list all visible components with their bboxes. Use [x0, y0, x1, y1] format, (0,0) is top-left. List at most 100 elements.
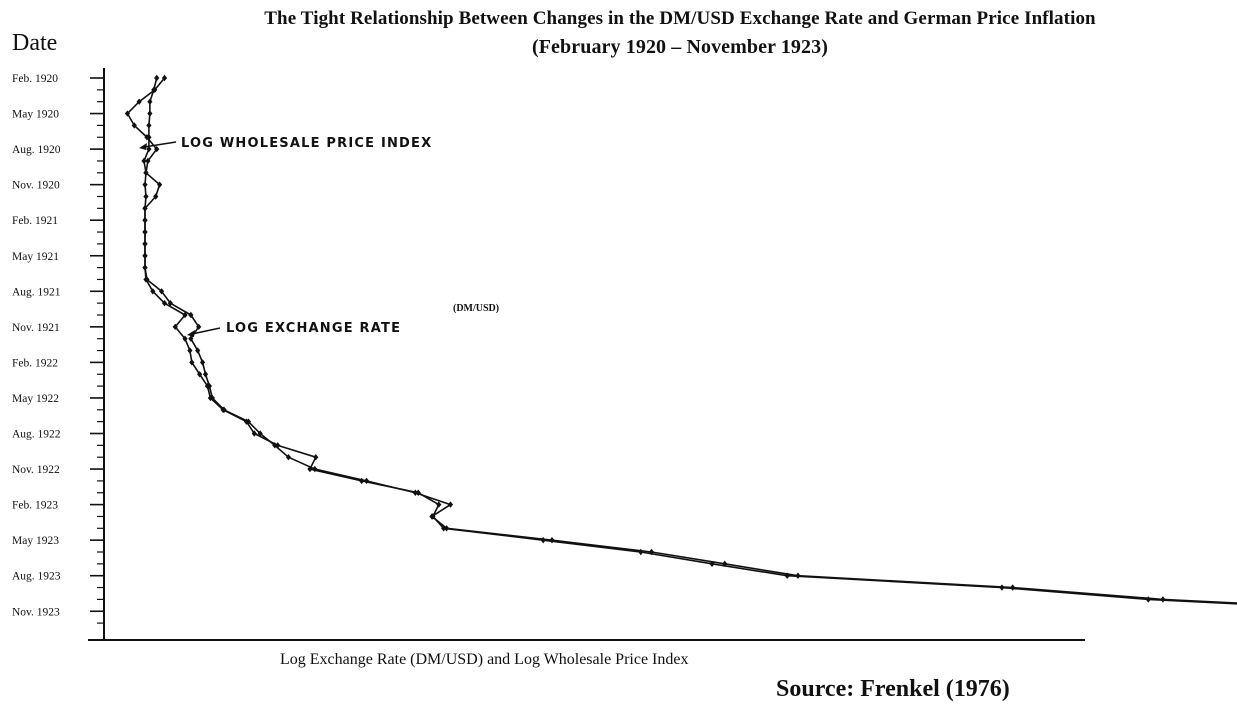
data-point-exchange_rate: [142, 264, 148, 271]
exchange-unit-label: (DM/USD): [453, 303, 499, 314]
data-point-wpi: [146, 145, 152, 153]
y-tick-label: Aug. 1923: [12, 571, 61, 583]
y-tick-label: Feb. 1921: [12, 215, 58, 227]
data-point-exchange_rate: [202, 371, 209, 378]
data-point-exchange_rate: [312, 465, 318, 473]
data-point-wpi: [307, 465, 313, 473]
data-point-exchange_rate: [136, 98, 142, 105]
data-point-exchange_rate: [196, 323, 202, 331]
chart-axes: [88, 68, 1085, 641]
data-point-wpi: [147, 110, 153, 117]
data-point-wpi: [161, 299, 168, 307]
y-tick-label: Aug. 1921: [12, 286, 61, 298]
wpi-arrow: [143, 141, 177, 148]
data-point-exchange_rate: [363, 477, 370, 485]
y-tick-label: May 1922: [12, 393, 59, 405]
data-point-exchange_rate: [158, 288, 165, 295]
data-point-wpi: [182, 335, 188, 342]
data-point-wpi: [441, 525, 447, 532]
data-point-exchange_rate: [142, 228, 148, 236]
data-point-exchange_rate: [549, 536, 555, 544]
data-point-exchange_rate: [443, 525, 450, 532]
data-point-exchange_rate: [257, 430, 263, 437]
data-point-wpi: [141, 157, 147, 165]
data-point-exchange_rate: [209, 394, 215, 402]
data-point-exchange_rate: [447, 501, 454, 508]
data-point-exchange_rate: [429, 513, 435, 520]
data-point-exchange_rate: [1010, 584, 1016, 591]
x-axis-label: Log Exchange Rate (DM/USD) and Log Whole…: [280, 651, 689, 668]
data-point-exchange_rate: [188, 335, 194, 342]
y-axis-label: Date: [12, 30, 58, 56]
data-point-exchange_rate: [152, 86, 158, 94]
data-point-wpi: [142, 181, 148, 188]
data-point-exchange_rate: [124, 110, 131, 117]
data-point-wpi: [189, 359, 195, 366]
data-point-exchange_rate: [1160, 596, 1166, 603]
data-point-exchange_rate: [142, 217, 148, 224]
exchange-arrowhead: [187, 330, 195, 337]
data-point-exchange_rate: [142, 252, 148, 259]
y-tick-label: Feb. 1920: [12, 73, 58, 85]
data-point-exchange_rate: [161, 74, 168, 82]
data-point-wpi: [784, 572, 790, 579]
y-tick-label: Feb. 1923: [12, 500, 58, 512]
data-point-exchange_rate: [648, 548, 655, 556]
series-line-wpi: [143, 77, 1237, 605]
y-tick-label: Feb. 1922: [12, 357, 58, 369]
data-point-wpi: [436, 501, 442, 508]
data-point-wpi: [197, 371, 203, 378]
data-point-wpi: [415, 489, 421, 496]
data-point-exchange_rate: [142, 205, 148, 212]
y-ticks: Feb. 1920 May 1920 Aug. 1920 Nov. 1920 Feb. …: [12, 73, 104, 624]
wpi-arrowhead: [139, 143, 147, 150]
data-point-wpi: [251, 430, 257, 437]
data-point-exchange_rate: [145, 157, 151, 165]
data-point-exchange_rate: [153, 193, 159, 200]
source-note: Source: Frenkel (1976): [776, 676, 1010, 702]
data-point-exchange_rate: [188, 311, 194, 319]
exchange-arrow: [191, 327, 221, 335]
data-point-exchange_rate: [272, 442, 278, 449]
data-point-wpi: [187, 347, 193, 354]
data-point-exchange_rate: [167, 299, 173, 307]
y-tick-label: Nov. 1921: [12, 322, 60, 334]
y-tick-label: Nov. 1920: [12, 180, 60, 192]
y-tick-label: May 1920: [12, 109, 59, 121]
data-point-wpi: [143, 193, 149, 200]
exchange-label: LOG EXCHANGE RATE: [226, 321, 401, 336]
series-line-exchange_rate: [126, 77, 1237, 604]
data-point-wpi: [313, 454, 319, 461]
wpi-label: LOG WHOLESALE PRICE INDEX: [181, 136, 432, 151]
data-point-wpi: [154, 74, 160, 82]
chart-title: The Tight Relationship Between Changes i…: [264, 8, 1096, 29]
data-point-wpi: [146, 122, 152, 129]
data-point-exchange_rate: [144, 134, 150, 141]
data-point-wpi: [172, 323, 178, 331]
data-point-exchange_rate: [412, 489, 418, 496]
data-point-exchange_rate: [142, 240, 148, 248]
data-point-exchange_rate: [285, 454, 292, 461]
y-tick-label: May 1921: [12, 251, 59, 263]
data-point-wpi: [1145, 596, 1151, 603]
chart-subtitle: (February 1920 – November 1923): [531, 36, 828, 58]
y-tick-label: Aug. 1922: [12, 429, 61, 441]
data-point-exchange_rate: [154, 145, 160, 153]
chart-annotations: LOG WHOLESALE PRICE INDEX LOG EXCHANGE RA…: [139, 136, 499, 337]
data-point-exchange_rate: [195, 347, 201, 354]
data-point-wpi: [182, 311, 188, 319]
y-tick-label: May 1923: [12, 535, 59, 547]
data-point-wpi: [540, 536, 546, 544]
data-point-exchange_rate: [199, 359, 206, 366]
y-tick-label: Nov. 1922: [12, 464, 60, 476]
data-point-exchange_rate: [245, 418, 252, 425]
data-point-exchange_rate: [144, 276, 150, 283]
data-point-exchange_rate: [157, 181, 163, 188]
data-point-wpi: [150, 288, 156, 295]
y-tick-label: Aug. 1920: [12, 144, 61, 156]
data-point-wpi: [275, 442, 281, 449]
chart-series: [124, 74, 1237, 605]
data-point-exchange_rate: [221, 406, 227, 413]
data-point-exchange_rate: [131, 122, 137, 129]
